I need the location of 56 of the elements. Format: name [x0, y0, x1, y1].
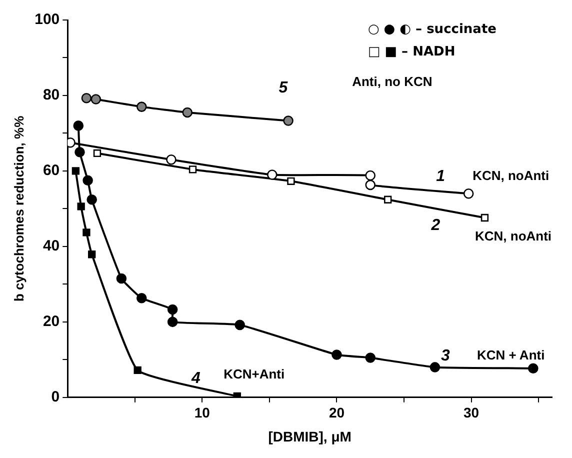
point: [430, 362, 440, 372]
point: [365, 170, 376, 181]
annotation: □ ■ – NADH: [368, 44, 456, 60]
point: [480, 214, 489, 222]
x-tick-label: 30: [463, 404, 480, 421]
point: [74, 146, 85, 158]
point: [86, 194, 97, 205]
point: [81, 92, 92, 104]
point: [73, 120, 84, 131]
point: [283, 116, 294, 126]
x-tick-label: 20: [328, 404, 345, 421]
point: [266, 170, 278, 180]
point: [72, 167, 80, 175]
y-tick-label: 0: [51, 388, 60, 406]
annotation: KCN + Anti: [476, 347, 545, 362]
annotation: 2: [430, 217, 440, 234]
point: [90, 94, 102, 104]
point: [116, 273, 127, 284]
x-tick-label: 10: [194, 404, 210, 421]
annotation: ○ ● ◐ – succinate: [368, 22, 497, 37]
point: [234, 320, 245, 330]
point: [188, 166, 197, 174]
annotation: KCN, noAnti: [474, 228, 552, 244]
point: [93, 149, 102, 158]
y-tick-label: 40: [42, 238, 60, 255]
x-axis-title: [DBMIB], μM: [268, 428, 352, 444]
point: [136, 292, 147, 304]
point: [463, 188, 474, 199]
y-tick-label: 20: [42, 313, 60, 330]
point: [82, 228, 90, 236]
point: [528, 363, 538, 374]
point: [77, 202, 85, 210]
y-axis-title: b cytochromes reduction, %%: [11, 115, 26, 302]
annotation: 5: [278, 79, 289, 96]
point: [136, 102, 147, 112]
y-tick-label: 80: [42, 86, 60, 104]
point: [182, 107, 193, 118]
y-tick-label: 60: [42, 162, 60, 180]
annotation: KCN+Anti: [224, 366, 285, 382]
annotation: 4: [190, 370, 201, 387]
annotation: Anti, no KCN: [352, 74, 432, 89]
point: [166, 154, 176, 165]
point: [332, 350, 342, 360]
y-tick-label: 100: [34, 11, 60, 28]
point: [365, 352, 376, 363]
point: [134, 366, 142, 374]
point: [82, 175, 93, 186]
annotation: 3: [440, 347, 450, 364]
point: [167, 316, 178, 328]
point: [287, 177, 295, 185]
point: [365, 180, 376, 190]
annotation: KCN, noAnti: [472, 168, 550, 184]
point: [167, 304, 178, 315]
point: [384, 196, 392, 204]
point: [88, 250, 96, 258]
annotation: 1: [436, 168, 446, 186]
